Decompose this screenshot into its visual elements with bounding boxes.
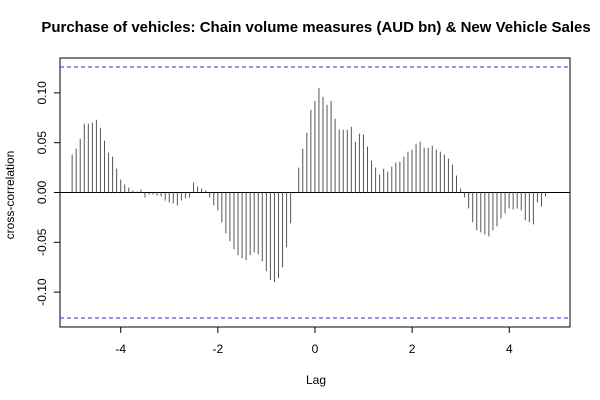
y-tick-label: 0.00 bbox=[35, 180, 49, 204]
y-axis-label: cross-correlation bbox=[3, 151, 17, 240]
chart-title: Purchase of vehicles: Chain volume measu… bbox=[41, 19, 590, 36]
y-tick-label: -0.05 bbox=[35, 228, 49, 256]
x-axis-label: Lag bbox=[306, 373, 326, 387]
plot-area: -4 -2 0 2 4 -0.10 -0.05 0.00 0.05 0.10 bbox=[35, 57, 571, 356]
x-tick-label: 2 bbox=[409, 342, 416, 356]
x-tick-label: 4 bbox=[506, 342, 513, 356]
x-tick-label: 0 bbox=[312, 342, 319, 356]
x-tick-label: -2 bbox=[213, 342, 224, 356]
x-tick-label: -4 bbox=[115, 342, 126, 356]
y-tick-label: 0.10 bbox=[35, 81, 49, 105]
y-tick-label: -0.10 bbox=[35, 278, 49, 306]
y-tick-label: 0.05 bbox=[35, 131, 49, 155]
